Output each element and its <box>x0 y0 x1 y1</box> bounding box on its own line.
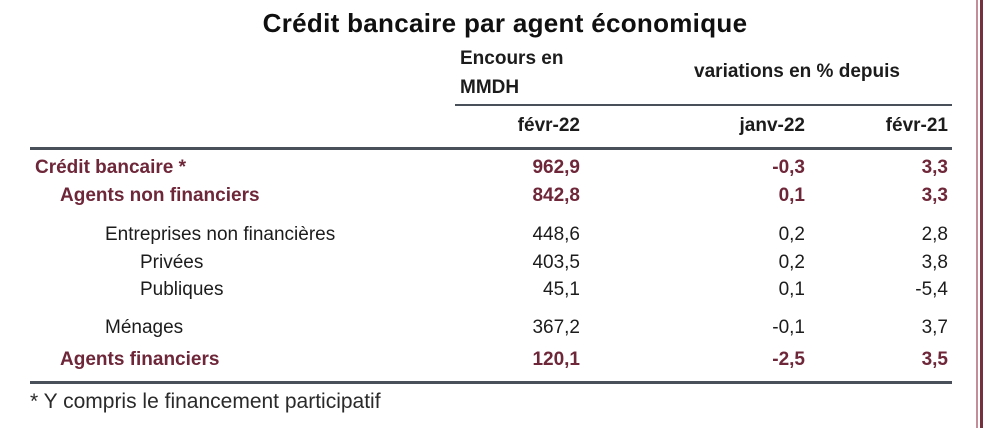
table-bottom-rule <box>30 381 952 384</box>
row-variation-fevr: 3,3 <box>921 157 948 178</box>
row-variation-janv: 0,2 <box>778 224 805 245</box>
row-entreprises-non-financieres: Entreprises non financières 448,6 0,2 2,… <box>30 221 948 249</box>
row-variation-fevr: 3,8 <box>921 252 948 273</box>
row-agents-non-financiers: Agents non financiers 842,8 0,1 3,3 <box>30 182 948 210</box>
subheader-rule <box>455 104 952 106</box>
footnote: * Y compris le financement participatif <box>30 390 381 413</box>
date-col-janv-22: janv-22 <box>739 115 805 136</box>
row-privees: Privées 403,5 0,2 3,8 <box>30 249 948 277</box>
row-variation-janv: 0,1 <box>778 185 805 206</box>
column-group-encours-header: Encours en MMDH <box>460 44 563 102</box>
row-encours-value: 962,9 <box>532 157 580 178</box>
row-label: Publiques <box>140 279 224 300</box>
date-col-fevr-21: févr-21 <box>885 115 948 136</box>
row-label: Crédit bancaire * <box>35 157 186 178</box>
row-variation-janv: -2,5 <box>772 349 805 370</box>
row-variation-janv: -0,3 <box>772 157 805 178</box>
row-variation-fevr: 2,8 <box>921 224 948 245</box>
row-encours-value: 45,1 <box>543 279 580 300</box>
row-variation-fevr: 3,7 <box>921 317 948 338</box>
row-credit-bancaire: Crédit bancaire * 962,9 -0,3 3,3 <box>30 154 948 182</box>
row-label: Agents financiers <box>60 349 220 370</box>
row-variation-fevr: 3,3 <box>921 185 948 206</box>
date-col-fevr-22: févr-22 <box>517 115 580 136</box>
header-bottom-rule <box>30 147 952 150</box>
row-agents-financiers: Agents financiers 120,1 -2,5 3,5 <box>30 346 948 374</box>
row-variation-janv: 0,1 <box>778 279 805 300</box>
column-group-variations-header: variations en % depuis <box>694 61 900 82</box>
row-label: Agents non financiers <box>60 185 260 206</box>
date-header-row: févr-22 janv-22 févr-21 <box>30 112 948 140</box>
right-page-border-light <box>976 0 978 428</box>
row-encours-value: 842,8 <box>532 185 580 206</box>
row-variation-janv: 0,2 <box>778 252 805 273</box>
row-encours-value: 367,2 <box>532 317 580 338</box>
row-encours-value: 403,5 <box>532 252 580 273</box>
row-variation-fevr: -5,4 <box>915 279 948 300</box>
row-encours-value: 448,6 <box>532 224 580 245</box>
row-menages: Ménages 367,2 -0,1 3,7 <box>30 314 948 342</box>
encours-header-line1: Encours en <box>460 48 564 69</box>
page-title: Crédit bancaire par agent économique <box>262 8 748 38</box>
row-label: Entreprises non financières <box>105 224 336 245</box>
row-label: Ménages <box>105 317 184 338</box>
row-encours-value: 120,1 <box>532 349 580 370</box>
row-label: Privées <box>140 252 204 273</box>
row-publiques: Publiques 45,1 0,1 -5,4 <box>30 276 948 304</box>
row-variation-fevr: 3,5 <box>921 349 948 370</box>
encours-header-line2: MMDH <box>460 77 520 98</box>
right-page-border-dark <box>980 0 983 428</box>
row-variation-janv: -0,1 <box>772 317 805 338</box>
